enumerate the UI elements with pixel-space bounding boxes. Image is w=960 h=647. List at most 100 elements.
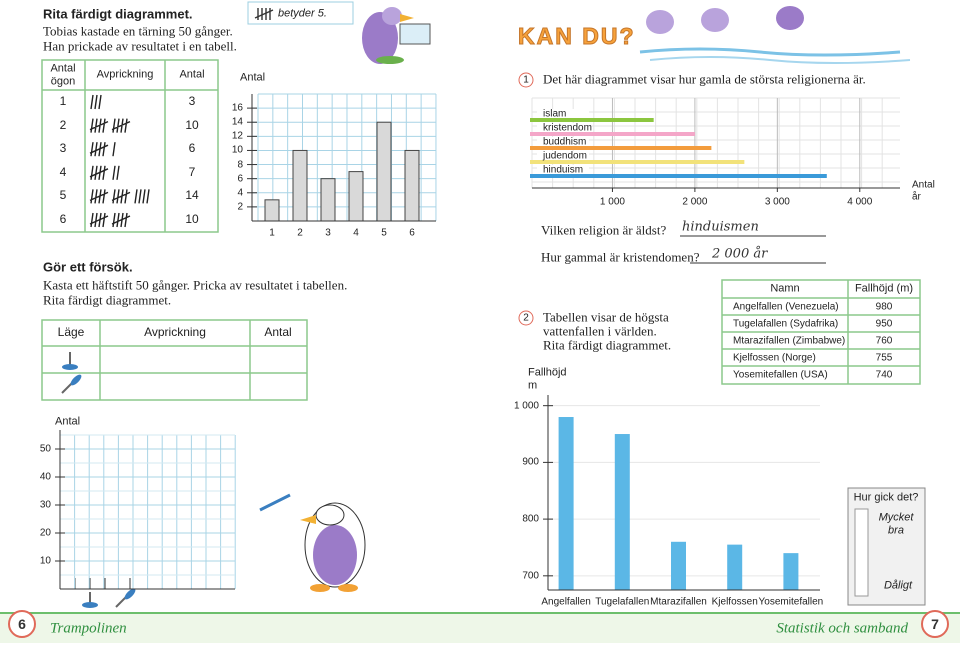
page-number: 6 bbox=[18, 615, 26, 632]
feedback-top: Mycket bra bbox=[878, 511, 914, 536]
y-tick-label: 16 bbox=[231, 102, 243, 114]
table-cell: 10 bbox=[185, 117, 199, 132]
question-text: vattenfallen i världen. bbox=[543, 323, 657, 339]
x-tick-label: 5 bbox=[381, 227, 387, 239]
table-header: Läge bbox=[57, 325, 85, 340]
pin-icon bbox=[61, 352, 136, 608]
table-cell: 3 bbox=[59, 141, 67, 156]
bar bbox=[348, 171, 364, 222]
bar bbox=[404, 149, 420, 222]
question-number: 2 bbox=[523, 312, 529, 324]
bar bbox=[614, 434, 630, 590]
tally bbox=[90, 94, 102, 110]
legend-backdrop bbox=[537, 109, 589, 118]
answer: hinduismen bbox=[682, 219, 759, 235]
bar bbox=[530, 146, 712, 150]
y-axis-label: Fallhöjd m bbox=[528, 366, 567, 391]
y-tick-label: 6 bbox=[237, 172, 243, 184]
x-tick-label: 3 000 bbox=[764, 196, 790, 208]
table-cell: 740 bbox=[875, 368, 893, 380]
question-marker bbox=[518, 72, 534, 88]
bar bbox=[264, 199, 280, 222]
x-axis-label: Antal år bbox=[912, 179, 935, 203]
x-tick-label: 1 bbox=[269, 227, 275, 239]
feedback-bottom: Dåligt bbox=[883, 579, 913, 592]
legend-backdrop bbox=[537, 165, 589, 174]
y-tick-label: 8 bbox=[237, 158, 243, 170]
x-tick-label: 2 000 bbox=[682, 196, 708, 208]
table-cell: 2 bbox=[59, 117, 67, 132]
bar bbox=[558, 417, 574, 590]
note-box bbox=[247, 1, 354, 25]
table-cell: 755 bbox=[875, 351, 893, 363]
y-tick-label: 700 bbox=[522, 570, 539, 582]
intro-line: Tobias kastade en tärning 50 gånger. bbox=[43, 23, 233, 39]
x-tick-label: 3 bbox=[325, 227, 331, 239]
x-tick-label: 4 bbox=[353, 227, 359, 239]
table-cell: 760 bbox=[875, 334, 893, 346]
table-header: Namn bbox=[770, 282, 800, 295]
y-tick-label: 900 bbox=[522, 456, 539, 468]
answer: 2 000 år bbox=[712, 246, 768, 262]
pin-axis-slots bbox=[74, 578, 131, 589]
x-tick-label: Angelfallen bbox=[541, 596, 591, 608]
bird-illustration bbox=[259, 493, 366, 592]
y-tick-label: 1 000 bbox=[513, 399, 539, 411]
bar bbox=[530, 174, 827, 178]
legend-backdrop bbox=[537, 123, 589, 132]
footer-band bbox=[0, 613, 960, 643]
question-text: Rita färdigt diagrammet. bbox=[543, 337, 672, 353]
y-tick-label: 50 bbox=[39, 443, 51, 455]
category-label: hinduism bbox=[543, 164, 584, 176]
book-title: Trampolinen bbox=[50, 620, 127, 637]
task-line: Kasta ett häftstift 50 gånger. Pricka av… bbox=[43, 277, 348, 293]
pin-table-frame bbox=[41, 319, 308, 401]
y-axis-label: Antal bbox=[240, 71, 266, 84]
x-tick-label: Mtarazifallen bbox=[650, 596, 707, 608]
tally-note: betyder 5. bbox=[278, 7, 327, 20]
x-tick-label: Kjelfossen bbox=[711, 596, 758, 608]
table-header: Antal bbox=[179, 68, 205, 81]
table-cell: 10 bbox=[185, 212, 199, 227]
y-axis-label: Antal bbox=[55, 415, 81, 428]
table-cell: Tugelafallen (Sydafrika) bbox=[733, 317, 839, 329]
x-tick-label: Yosemitefallen bbox=[758, 596, 824, 608]
category-label: buddhism bbox=[543, 136, 587, 148]
x-tick-label: 6 bbox=[409, 227, 415, 239]
bar bbox=[727, 544, 743, 590]
table-cell: 3 bbox=[188, 94, 196, 109]
table-cell: Yosemitefallen (USA) bbox=[733, 368, 828, 380]
bar bbox=[671, 541, 686, 590]
feedback-scale bbox=[854, 508, 869, 597]
page-number-circle bbox=[921, 610, 949, 638]
question-number: 1 bbox=[523, 74, 529, 86]
section-title: Gör ett försök. bbox=[43, 259, 133, 275]
table-header: Antal bbox=[264, 325, 292, 340]
category-label: islam bbox=[543, 108, 567, 120]
top-edge bbox=[0, 0, 960, 4]
title: Rita färdigt diagrammet. bbox=[43, 6, 193, 22]
table-cell: 14 bbox=[185, 188, 199, 203]
page-number: 7 bbox=[931, 615, 939, 632]
x-tick-label: 4 000 bbox=[847, 196, 873, 208]
table-cell: 980 bbox=[875, 300, 893, 312]
dice-table-frame bbox=[41, 59, 219, 233]
task-line: Rita färdigt diagrammet. bbox=[43, 292, 172, 308]
feedback-title: Hur gick det? bbox=[853, 491, 919, 504]
bar bbox=[376, 121, 392, 222]
bar bbox=[783, 553, 799, 590]
bird-illustration bbox=[639, 6, 911, 64]
page-number-circle bbox=[8, 610, 36, 638]
table-cell: 7 bbox=[188, 164, 196, 179]
y-tick-label: 40 bbox=[39, 471, 51, 483]
table-cell: Kjelfossen (Norge) bbox=[733, 351, 816, 363]
question-text: Det här diagrammet visar hur gamla de st… bbox=[543, 71, 866, 87]
waterfall-table-frame bbox=[721, 279, 921, 385]
table-cell: 4 bbox=[59, 164, 67, 179]
table-cell: Mtarazifallen (Zimbabwe) bbox=[733, 334, 846, 346]
subject-title: Statistik och samband bbox=[776, 620, 908, 637]
bar bbox=[530, 118, 654, 122]
legend-backdrop bbox=[537, 137, 589, 146]
tally bbox=[89, 165, 120, 180]
tally bbox=[89, 142, 116, 157]
